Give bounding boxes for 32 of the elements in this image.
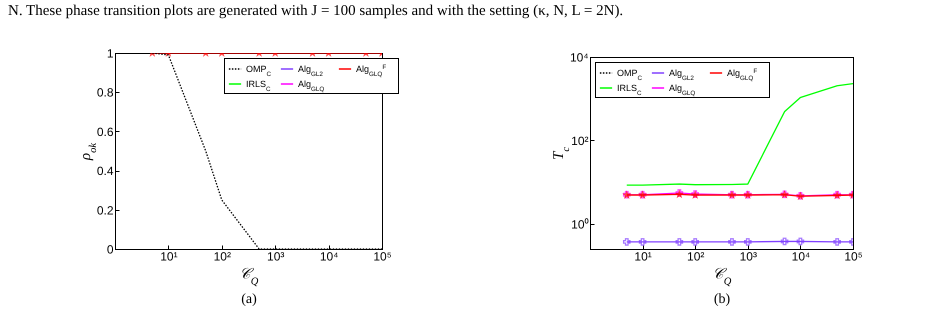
x-tick-label: 10¹: [634, 250, 652, 264]
x-axis-title: 𝒞$_{Q}$: [240, 266, 259, 287]
text: N. These phase transition plots are generated with J = 100 samples and with the setting (κ, N, L = 2N).: [8, 3, 624, 20]
x-tick-label: 10³: [267, 250, 284, 264]
y-tick-label: 0.8: [96, 86, 114, 100]
y-tick-label: 0.6: [96, 124, 114, 139]
y-tick-label: 1: [106, 46, 114, 60]
text: (a): [241, 292, 257, 308]
legend-label: Alg$_{GL2}$: [669, 68, 694, 82]
x-tick-label: 10³: [740, 250, 757, 264]
x-axis-title: 𝒞$_{Q}$: [712, 266, 732, 287]
y-tick-label: 0.4: [96, 164, 114, 178]
legend-label: OMP$_{C}$: [246, 64, 272, 78]
x-tick-label: 10²: [687, 250, 704, 264]
legend-label: IRLS$_{C}$: [246, 79, 272, 92]
y-tick-label: 0: [106, 242, 114, 256]
x-tick-label: 10¹: [160, 250, 178, 264]
text: (b): [714, 292, 730, 308]
y-tick-label: 10⁰: [571, 217, 588, 232]
x-tick-label: 10⁴: [792, 250, 810, 264]
y-tick-label: 10⁴: [570, 50, 588, 64]
x-tick-label: 10⁴: [320, 250, 338, 264]
legend-label: Alg$_{GL2}$: [298, 64, 324, 78]
legend-label: Alg$_{GLQ}$: [669, 83, 696, 96]
y-tick-label: 10²: [571, 134, 589, 148]
legend-label: Alg$_{GLQ}$: [298, 79, 324, 92]
legend-label: IRLS$_{C}$: [617, 83, 642, 96]
x-tick-label: 10²: [214, 250, 231, 264]
y-tick-label: 0.2: [96, 203, 114, 218]
x-tick-label: 10⁵: [844, 250, 863, 264]
legend-label: OMP$_{C}$: [617, 68, 643, 82]
x-tick-label: 10⁵: [373, 250, 392, 264]
